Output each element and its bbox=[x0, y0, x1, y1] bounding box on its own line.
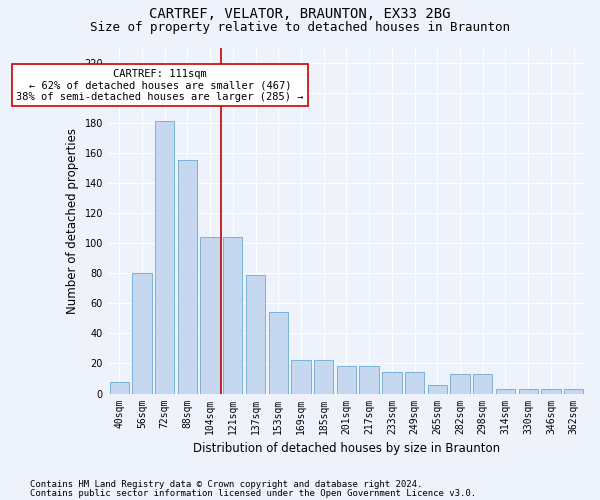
Bar bbox=[246, 274, 265, 394]
Bar bbox=[314, 360, 334, 394]
Bar bbox=[178, 160, 197, 394]
X-axis label: Distribution of detached houses by size in Braunton: Distribution of detached houses by size … bbox=[193, 442, 500, 455]
Bar bbox=[269, 312, 288, 394]
Text: Contains public sector information licensed under the Open Government Licence v3: Contains public sector information licen… bbox=[30, 488, 476, 498]
Bar bbox=[428, 384, 447, 394]
Bar bbox=[405, 372, 424, 394]
Text: Size of property relative to detached houses in Braunton: Size of property relative to detached ho… bbox=[90, 21, 510, 34]
Bar bbox=[541, 389, 560, 394]
Bar bbox=[496, 389, 515, 394]
Bar bbox=[382, 372, 401, 394]
Bar bbox=[564, 389, 583, 394]
Bar bbox=[223, 237, 242, 394]
Bar bbox=[518, 389, 538, 394]
Text: Contains HM Land Registry data © Crown copyright and database right 2024.: Contains HM Land Registry data © Crown c… bbox=[30, 480, 422, 489]
Text: CARTREF, VELATOR, BRAUNTON, EX33 2BG: CARTREF, VELATOR, BRAUNTON, EX33 2BG bbox=[149, 8, 451, 22]
Bar bbox=[337, 366, 356, 394]
Bar bbox=[473, 374, 493, 394]
Text: CARTREF: 111sqm
← 62% of detached houses are smaller (467)
38% of semi-detached : CARTREF: 111sqm ← 62% of detached houses… bbox=[16, 68, 304, 102]
Bar bbox=[132, 273, 152, 394]
Bar bbox=[451, 374, 470, 394]
Y-axis label: Number of detached properties: Number of detached properties bbox=[66, 128, 79, 314]
Bar bbox=[155, 121, 174, 394]
Bar bbox=[292, 360, 311, 394]
Bar bbox=[200, 237, 220, 394]
Bar bbox=[359, 366, 379, 394]
Bar bbox=[110, 382, 129, 394]
